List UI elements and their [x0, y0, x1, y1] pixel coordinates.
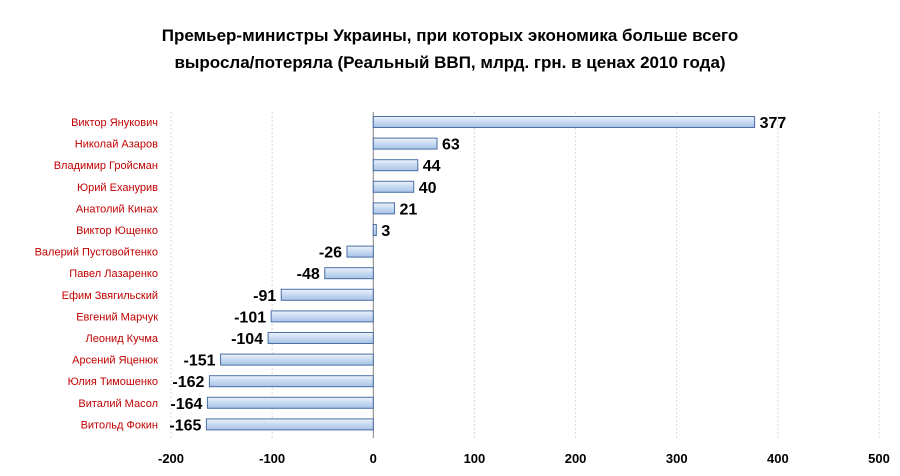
value-label: 3 [381, 223, 390, 240]
value-label: -48 [297, 266, 320, 283]
category-label: Юрий Еханурив [77, 182, 158, 194]
category-label: Валерий Пустовойтенко [35, 247, 158, 259]
grid-lines [170, 112, 880, 438]
category-label: Виталий Масол [78, 398, 158, 410]
x-tick-label: 400 [767, 451, 789, 466]
bar [372, 137, 438, 150]
value-label: -151 [184, 353, 216, 370]
category-label: Ефим Звягильский [62, 290, 158, 302]
category-label: Витольд Фокин [81, 419, 158, 431]
bar [208, 375, 374, 388]
bars [205, 116, 756, 431]
bar [270, 310, 374, 323]
bar [267, 332, 374, 344]
category-label: Виктор Янукович [71, 117, 158, 129]
value-label: -164 [170, 396, 202, 413]
category-label: Анатолий Кинах [76, 203, 159, 215]
value-label: 377 [760, 115, 787, 132]
chart-title-line-2: выросла/потеряла (Реальный ВВП, млрд. гр… [174, 53, 726, 72]
value-label: -91 [253, 288, 276, 305]
chart-title: Премьер-министры Украины, при которых эк… [0, 22, 900, 76]
value-label: 63 [442, 137, 460, 154]
x-tick-label: 100 [464, 451, 486, 466]
value-label: -165 [169, 417, 201, 434]
bar [346, 245, 374, 258]
x-tick-label: 500 [868, 451, 890, 466]
bar [372, 159, 419, 172]
value-label: 44 [423, 158, 441, 175]
value-label: 40 [419, 180, 437, 197]
value-label: -104 [231, 331, 263, 348]
category-label: Арсений Яценюк [72, 355, 158, 367]
value-label: -162 [172, 374, 204, 391]
bar [280, 288, 374, 301]
bar [220, 353, 374, 366]
x-tick-label: -200 [158, 451, 184, 466]
bar [372, 224, 377, 236]
category-label: Евгений Марчук [76, 311, 158, 323]
bar [372, 180, 415, 193]
category-label: Владимир Гройсман [54, 160, 158, 172]
value-label: -26 [319, 245, 342, 262]
category-label: Николай Азаров [75, 139, 158, 151]
value-label: -101 [234, 309, 266, 326]
value-label: 21 [400, 201, 418, 218]
labels: -200 -100 0 100 200 300 400 500 Виктор Янукович 3… [35, 115, 890, 466]
bar [372, 202, 396, 215]
chart-title-line-1: Премьер-министры Украины, при которых эк… [161, 26, 739, 45]
bar [206, 396, 374, 409]
category-label: Леонид Кучма [86, 333, 159, 345]
category-label: Юлия Тимошенко [68, 376, 158, 388]
x-tick-label: 300 [666, 451, 688, 466]
x-tick-label: 200 [565, 451, 587, 466]
bar [205, 418, 374, 431]
category-label: Виктор Ющенко [76, 225, 158, 237]
bar [372, 116, 756, 128]
x-tick-label: -100 [259, 451, 285, 466]
category-label: Павел Лазаренко [69, 268, 158, 280]
x-tick-label: 0 [370, 451, 377, 466]
bar [324, 267, 374, 280]
